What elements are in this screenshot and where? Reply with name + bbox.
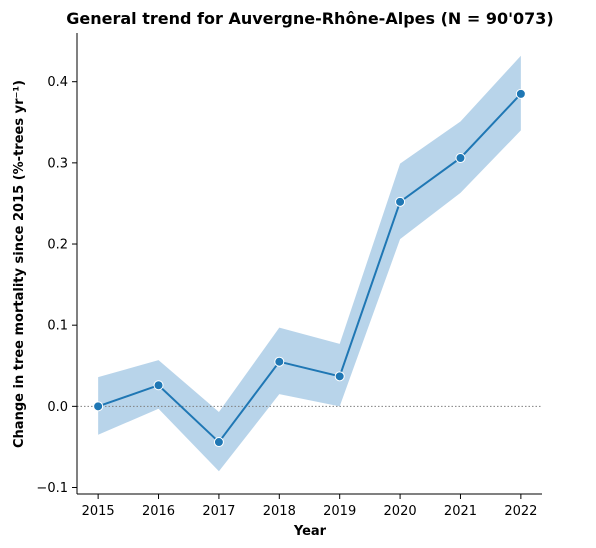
data-point-2015 [94, 402, 103, 411]
axes: −0.1 0.0 0.1 0.2 0.3 0.4 2015 2016 2017 2018 2019… [36, 33, 542, 519]
x-tick-label: 2015 [82, 504, 115, 519]
data-point-2022 [516, 89, 525, 98]
y-tick-label: 0.0 [47, 400, 68, 415]
confidence-band [98, 56, 521, 472]
y-tick-label: −0.1 [36, 481, 68, 496]
y-axis-label: Change in tree mortality since 2015 (%-t… [12, 80, 27, 448]
x-tick-label: 2018 [263, 504, 296, 519]
x-tick-label: 2016 [142, 504, 175, 519]
data-point-2021 [456, 153, 465, 162]
y-tick-label: 0.3 [47, 156, 68, 171]
y-ticks: −0.1 0.0 0.1 0.2 0.3 0.4 [36, 75, 77, 496]
y-tick-label: 0.1 [47, 319, 68, 334]
x-tick-label: 2020 [384, 504, 417, 519]
chart-title: General trend for Auvergne-Rhône-Alpes (… [66, 9, 553, 28]
x-tick-label: 2019 [323, 504, 356, 519]
x-axis-label: Year [293, 524, 327, 539]
plot-area [77, 56, 542, 472]
x-tick-label: 2021 [444, 504, 477, 519]
y-tick-label: 0.2 [47, 238, 68, 253]
data-point-2018 [275, 357, 284, 366]
data-point-2020 [396, 197, 405, 206]
data-point-2016 [154, 381, 163, 390]
x-ticks: 2015 2016 2017 2018 2019 2020 2021 2022 [82, 494, 538, 519]
data-point-2019 [335, 372, 344, 381]
y-tick-label: 0.4 [47, 75, 68, 90]
data-point-2017 [214, 438, 223, 447]
x-tick-label: 2017 [202, 504, 235, 519]
x-tick-label: 2022 [504, 504, 537, 519]
